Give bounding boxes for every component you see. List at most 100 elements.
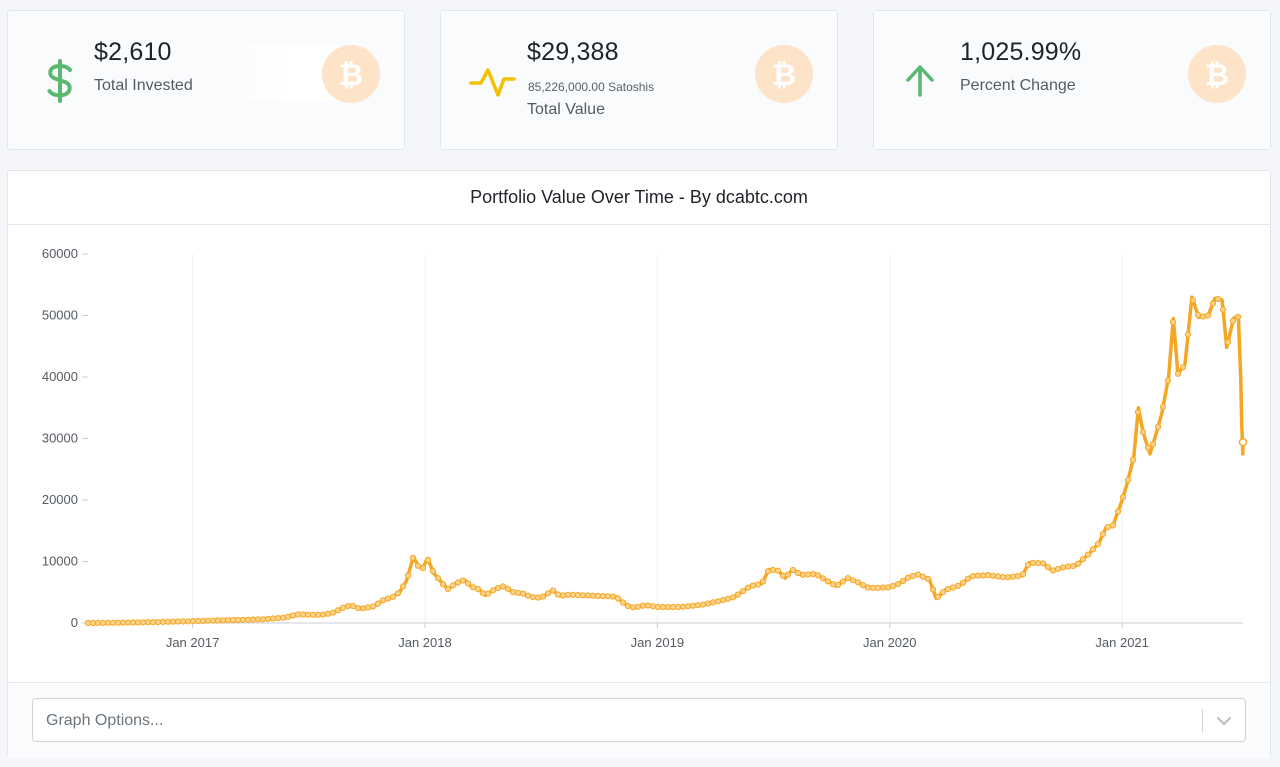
data-point (659, 603, 667, 611)
data-point (314, 611, 322, 618)
data-point (539, 593, 547, 600)
data-point (764, 568, 772, 575)
data-point (154, 619, 162, 626)
data-point (194, 617, 202, 625)
data-point (769, 566, 777, 574)
data-point (354, 605, 362, 612)
data-point (1154, 423, 1162, 430)
data-point (939, 589, 947, 596)
data-point (479, 590, 487, 597)
data-point (109, 619, 117, 626)
data-point (654, 603, 662, 611)
data-point (174, 618, 182, 625)
data-point (1034, 560, 1042, 567)
percent-change-card: 1,025.99% Percent Change ₿ (873, 10, 1271, 150)
data-point (879, 584, 887, 591)
data-point (669, 603, 677, 611)
total-value-value: $29,388 (527, 38, 619, 66)
data-point (364, 604, 372, 611)
data-point (979, 572, 987, 579)
data-point (89, 619, 97, 627)
data-point (649, 603, 657, 610)
y-tick-label: 40000 (42, 369, 78, 384)
data-point (184, 618, 192, 625)
arrow-up-icon (906, 65, 934, 97)
data-point (489, 587, 497, 594)
data-point (1199, 313, 1207, 320)
data-point (279, 614, 287, 621)
graph-options-placeholder: Graph Options... (46, 712, 164, 729)
data-point (594, 592, 602, 599)
data-point (549, 587, 557, 594)
svg-text:₿: ₿ (772, 58, 796, 93)
graph-options-select[interactable]: Graph Options... (32, 698, 1246, 742)
percent-change-label: Percent Change (960, 77, 1076, 94)
data-point (689, 602, 697, 609)
data-point (434, 575, 442, 582)
data-point (834, 581, 842, 588)
data-point (204, 617, 212, 624)
data-point (1079, 556, 1087, 563)
data-point (514, 589, 522, 596)
data-point (1219, 306, 1227, 313)
data-point (1054, 565, 1062, 573)
data-point (1119, 494, 1127, 501)
data-point (1194, 311, 1202, 318)
data-point (519, 590, 527, 597)
data-point (1109, 522, 1117, 529)
data-point (124, 619, 132, 626)
data-point (189, 618, 197, 625)
data-point (339, 604, 347, 611)
data-point (814, 572, 822, 579)
data-point (664, 603, 672, 611)
data-point (1144, 444, 1152, 451)
data-point (249, 616, 257, 623)
data-point (404, 572, 412, 579)
data-point (869, 584, 877, 591)
data-point (1009, 573, 1017, 580)
data-point (739, 588, 747, 595)
data-point (419, 565, 427, 572)
svg-text:₿: ₿ (339, 58, 363, 93)
data-point (744, 584, 752, 591)
data-point (819, 575, 827, 582)
data-point (1184, 331, 1192, 338)
data-point (494, 585, 502, 592)
data-point (784, 571, 792, 578)
data-point (609, 593, 617, 600)
data-point (569, 591, 577, 598)
data-point (309, 611, 317, 618)
data-point (414, 562, 422, 569)
data-point (509, 589, 517, 596)
svg-text:₿: ₿ (1205, 58, 1229, 93)
data-point (984, 572, 992, 579)
data-point (129, 619, 137, 626)
data-point (1124, 476, 1132, 483)
data-point (229, 617, 237, 624)
data-point (614, 595, 622, 602)
data-point (904, 574, 912, 581)
chevron-down-icon[interactable] (1215, 712, 1233, 730)
data-point (544, 590, 552, 597)
data-point (139, 619, 147, 626)
data-point (974, 572, 982, 579)
y-tick-label: 30000 (42, 431, 78, 446)
data-point (844, 575, 852, 582)
data-point (1129, 456, 1137, 464)
data-point (209, 617, 217, 624)
data-point (344, 603, 352, 610)
data-point (114, 619, 122, 626)
data-point (289, 612, 297, 619)
data-point (1174, 370, 1182, 377)
data-point (789, 566, 797, 574)
data-point (119, 619, 127, 626)
data-point (369, 603, 377, 610)
data-point (94, 619, 102, 626)
data-point (264, 615, 272, 622)
data-point (1139, 428, 1147, 436)
data-point (929, 586, 937, 593)
data-point (674, 603, 682, 611)
data-point (899, 577, 907, 585)
y-tick-label: 10000 (42, 554, 78, 569)
total-invested-card: $2,610 Total Invested ₿ (7, 10, 405, 150)
